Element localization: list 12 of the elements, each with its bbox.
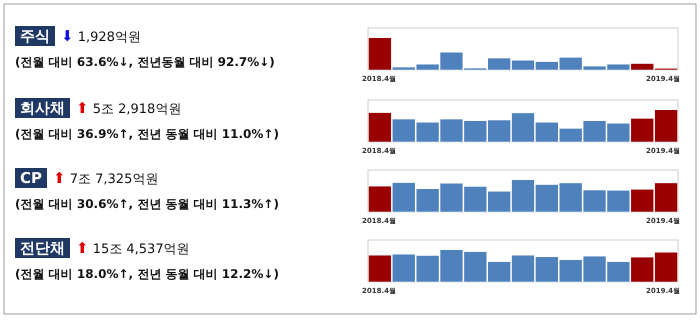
text: ⬆ 15조 4,537억원: [76, 239, 190, 257]
text: (전월 대비 30.6%↑, 전년 동월 대비 11.3%↑): [15, 197, 279, 211]
text: (전월 대비 63.6%↓, 전년동월 대비 92.7%↓): [15, 55, 275, 69]
text: ⬆ 5조 2,918억원: [76, 99, 182, 117]
text: 주식: [20, 27, 50, 45]
text: CP: [20, 169, 42, 187]
text: (전월 대비 36.9%↑, 전년 동월 대비 11.0%↑): [15, 127, 279, 141]
text: (전월 대비 18.0%↑, 전년 동월 대비 12.2%↓): [15, 267, 279, 281]
text: 전단채: [20, 239, 65, 257]
text: ⬇ 1,928억원: [61, 27, 141, 45]
text: ⬆ 7조 7,325억원: [53, 169, 158, 187]
text: 회사채: [20, 99, 65, 117]
